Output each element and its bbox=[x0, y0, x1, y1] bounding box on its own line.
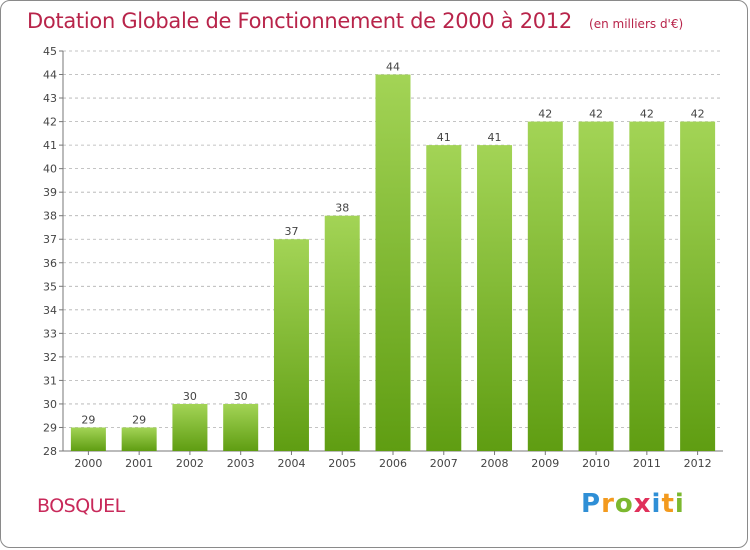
x-tick-label: 2012 bbox=[684, 457, 712, 470]
bar-value-label: 42 bbox=[691, 108, 705, 121]
bar bbox=[121, 427, 157, 451]
y-tick-label: 29 bbox=[43, 421, 57, 434]
y-tick-label: 35 bbox=[43, 280, 57, 293]
chart-title: Dotation Globale de Fonctionnement de 20… bbox=[27, 9, 572, 33]
logo-letter: x bbox=[633, 489, 652, 519]
bar bbox=[578, 121, 614, 452]
bar bbox=[324, 215, 360, 451]
proxiti-logo: Proxiti bbox=[581, 489, 685, 519]
y-tick-label: 34 bbox=[43, 304, 57, 317]
bar bbox=[273, 239, 309, 451]
y-tick-label: 39 bbox=[43, 186, 57, 199]
bar bbox=[172, 403, 208, 451]
bar bbox=[629, 121, 665, 452]
logo-letter: i bbox=[651, 489, 662, 519]
logo-letter: o bbox=[614, 489, 634, 519]
bar-value-label: 29 bbox=[132, 413, 146, 426]
y-tick-label: 43 bbox=[43, 92, 57, 105]
bar-value-label: 44 bbox=[386, 61, 400, 74]
bar-value-label: 30 bbox=[234, 390, 248, 403]
bar-value-label: 41 bbox=[437, 131, 451, 144]
y-tick-label: 45 bbox=[43, 45, 57, 58]
x-tick-label: 2009 bbox=[531, 457, 559, 470]
y-tick-label: 31 bbox=[43, 374, 57, 387]
y-tick-label: 40 bbox=[43, 163, 57, 176]
logo-letter: r bbox=[601, 489, 615, 519]
y-tick-label: 32 bbox=[43, 351, 57, 364]
bar bbox=[527, 121, 563, 452]
bar bbox=[223, 403, 259, 451]
x-tick-label: 2010 bbox=[582, 457, 610, 470]
bar-value-label: 37 bbox=[284, 225, 298, 238]
x-tick-label: 2004 bbox=[277, 457, 305, 470]
x-tick-label: 2011 bbox=[633, 457, 661, 470]
bar bbox=[426, 145, 462, 451]
x-tick-label: 2001 bbox=[125, 457, 153, 470]
bar bbox=[375, 74, 411, 451]
x-tick-label: 2002 bbox=[176, 457, 204, 470]
y-tick-label: 42 bbox=[43, 116, 57, 129]
x-tick-label: 2006 bbox=[379, 457, 407, 470]
chart-title-row: Dotation Globale de Fonctionnement de 20… bbox=[27, 9, 683, 33]
y-tick-label: 44 bbox=[43, 69, 57, 82]
x-tick-label: 2003 bbox=[227, 457, 255, 470]
x-tick-label: 2000 bbox=[74, 457, 102, 470]
y-tick-label: 37 bbox=[43, 233, 57, 246]
x-tick-label: 2008 bbox=[481, 457, 509, 470]
y-tick-label: 28 bbox=[43, 445, 57, 458]
logo-letter: P bbox=[581, 489, 602, 519]
bar-value-label: 41 bbox=[488, 131, 502, 144]
chart-unit: (en milliers d'€) bbox=[589, 17, 684, 31]
bar-value-label: 42 bbox=[538, 108, 552, 121]
bar bbox=[477, 145, 513, 451]
bar-value-label: 42 bbox=[640, 108, 654, 121]
logo-letter: i bbox=[674, 489, 685, 519]
logo-letter: t bbox=[661, 489, 675, 519]
bar-value-label: 30 bbox=[183, 390, 197, 403]
x-tick-label: 2007 bbox=[430, 457, 458, 470]
y-tick-label: 36 bbox=[43, 257, 57, 270]
bar-value-label: 42 bbox=[589, 108, 603, 121]
x-tick-label: 2005 bbox=[328, 457, 356, 470]
y-tick-label: 38 bbox=[43, 210, 57, 223]
bar-value-label: 38 bbox=[335, 202, 349, 215]
y-tick-label: 33 bbox=[43, 327, 57, 340]
y-tick-label: 30 bbox=[43, 398, 57, 411]
bar bbox=[70, 427, 106, 451]
commune-name: BOSQUEL bbox=[37, 495, 125, 517]
bar bbox=[680, 121, 716, 452]
bar-value-label: 29 bbox=[81, 413, 95, 426]
y-tick-label: 41 bbox=[43, 139, 57, 152]
